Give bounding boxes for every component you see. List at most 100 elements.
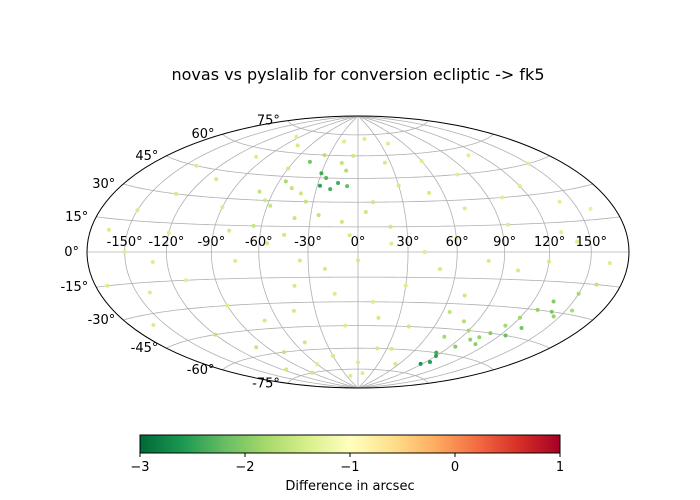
data-point	[291, 308, 296, 313]
data-point	[433, 354, 438, 359]
latitude-tick-label: -15°	[60, 280, 88, 295]
data-point	[437, 267, 442, 272]
data-point	[549, 309, 554, 314]
data-point	[344, 168, 349, 173]
data-point	[461, 319, 466, 324]
data-point	[389, 241, 394, 246]
longitude-tick-label: 120°	[534, 235, 565, 250]
data-point	[298, 191, 303, 196]
data-point	[284, 367, 289, 372]
data-point	[594, 282, 599, 287]
colorbar-ticks: −3 −2 −1 0 1	[130, 453, 564, 475]
data-point	[322, 153, 327, 158]
data-point	[283, 179, 288, 184]
data-point	[213, 332, 218, 337]
chart-title: novas vs pyslalib for conversion eclipti…	[172, 65, 545, 84]
data-point	[488, 331, 493, 336]
parallel-line	[166, 155, 550, 179]
data-point	[147, 290, 152, 295]
data-point	[356, 258, 360, 263]
data-point	[362, 136, 367, 141]
data-point	[307, 159, 312, 164]
data-point	[262, 318, 267, 323]
data-point	[268, 203, 273, 208]
data-point	[194, 163, 199, 168]
data-point	[297, 258, 302, 263]
data-point	[214, 177, 219, 182]
data-point	[517, 184, 522, 189]
data-point	[281, 350, 286, 355]
data-point	[551, 299, 556, 304]
data-point	[106, 227, 111, 232]
data-point	[551, 314, 556, 319]
data-point	[254, 345, 259, 350]
colorbar-gradient	[139, 434, 561, 454]
data-point	[607, 261, 612, 266]
data-point	[506, 222, 511, 227]
parallel-line	[287, 368, 429, 384]
latitude-tick-label: -60°	[187, 363, 215, 378]
graticule	[87, 115, 629, 389]
latitude-tick-label: -75°	[252, 376, 280, 391]
data-point	[302, 340, 307, 345]
data-point	[406, 324, 411, 329]
data-point	[570, 308, 575, 313]
data-point	[434, 350, 439, 355]
data-point	[225, 303, 230, 308]
data-point	[289, 186, 294, 191]
data-point	[418, 361, 423, 366]
data-point	[295, 143, 300, 148]
data-point	[375, 346, 380, 351]
data-point	[356, 360, 360, 365]
longitude-tick-label: -90°	[197, 235, 225, 250]
data-point	[427, 190, 432, 195]
data-point	[315, 362, 320, 367]
colorbar-tick-label: 1	[556, 460, 564, 475]
data-point	[388, 224, 393, 229]
data-point	[122, 250, 127, 254]
data-point	[559, 230, 564, 235]
colorbar: −3 −2 −1 0 1 Difference in arcsec	[130, 434, 564, 494]
data-point	[535, 307, 540, 312]
colorbar-tick-label: −2	[235, 460, 254, 475]
data-point	[422, 250, 427, 254]
data-point	[220, 205, 225, 210]
latitude-tick-label: -30°	[88, 313, 116, 328]
data-point	[339, 161, 344, 166]
parallel-line	[96, 276, 620, 288]
data-point	[331, 353, 336, 358]
latitude-tick-label: 15°	[65, 210, 88, 225]
data-point	[292, 283, 297, 288]
colorbar-tick-label: −3	[130, 460, 149, 475]
data-point	[393, 361, 398, 366]
data-point	[135, 208, 140, 213]
longitude-tick-label: -60°	[245, 235, 273, 250]
data-point	[227, 228, 232, 233]
data-point	[519, 325, 524, 330]
parallel-line	[222, 347, 494, 371]
data-point	[166, 230, 171, 235]
data-point	[336, 180, 341, 185]
data-point	[351, 153, 356, 158]
map-border	[86, 115, 630, 389]
data-point	[447, 309, 452, 314]
parallel-line	[123, 301, 593, 321]
data-point	[389, 346, 394, 351]
data-point	[503, 333, 508, 338]
data-point	[345, 184, 350, 189]
data-point	[322, 266, 327, 271]
data-point	[343, 323, 348, 328]
data-point	[462, 206, 467, 211]
latitude-tick-label: 75°	[257, 114, 280, 129]
data-point	[150, 259, 155, 264]
data-point	[576, 291, 581, 296]
longitude-tick-label: 90°	[493, 235, 516, 250]
data-point	[503, 323, 508, 328]
scatter-points	[105, 134, 612, 378]
data-point	[174, 191, 179, 196]
data-point	[473, 342, 478, 347]
longitude-tick-labels: -150° -120° -90° -60° -30° 0° 30° 60° 90° 120° 150…	[107, 235, 607, 250]
latitude-tick-label: 0°	[64, 245, 79, 260]
latitude-tick-labels: -75° -60° -45° -30° -15° 0° 15° 30° 45° 60° 75°	[60, 114, 279, 392]
parallel-line	[287, 120, 429, 136]
